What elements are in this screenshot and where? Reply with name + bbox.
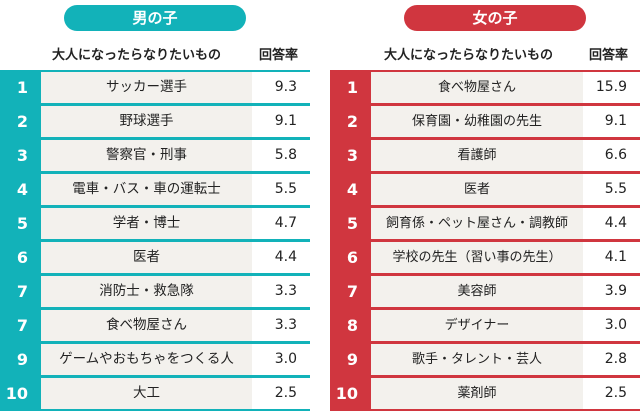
job-cell: 薬剤師 xyxy=(371,378,583,409)
table-row: 6 医者 4.4 xyxy=(0,240,310,275)
rank-cell: 5 xyxy=(0,208,41,239)
rate-cell: 15.9 xyxy=(595,79,627,95)
rank-cell: 8 xyxy=(330,310,371,341)
job-cell: 歌手・タレント・芸人 xyxy=(371,344,583,375)
rate-cell: 6.6 xyxy=(604,147,627,163)
table-row: 4 医者 5.5 xyxy=(330,172,640,207)
rank-cell: 4 xyxy=(0,174,41,205)
job-cell: サッカー選手 xyxy=(41,72,252,103)
rate-cell: 5.5 xyxy=(604,181,627,197)
rank-cell: 5 xyxy=(330,208,371,239)
job-cell: 学者・博士 xyxy=(41,208,252,239)
table-row: 7 消防士・救急隊 3.3 xyxy=(0,274,310,309)
rate-cell: 4.4 xyxy=(604,215,627,231)
rate-cell: 9.1 xyxy=(604,113,627,129)
job-cell: 消防士・救急隊 xyxy=(41,276,252,307)
rate-cell: 9.3 xyxy=(274,79,297,95)
rank-cell: 9 xyxy=(330,344,371,375)
rank-cell: 1 xyxy=(0,72,41,103)
table-row: 5 飼育係・ペット屋さん・調教師 4.4 xyxy=(330,206,640,241)
table-row: 2 保育園・幼稚園の先生 9.1 xyxy=(330,104,640,139)
table-row: 1 食べ物屋さん 15.9 xyxy=(330,70,640,105)
table-row: 9 ゲームやおもちゃをつくる人 3.0 xyxy=(0,342,310,377)
rate-cell: 2.5 xyxy=(274,385,297,401)
rank-cell: 3 xyxy=(0,140,41,171)
rate-cell: 4.7 xyxy=(274,215,297,231)
rank-cell: 1 xyxy=(330,72,371,103)
girls-title-badge: 女の子 xyxy=(404,5,586,31)
job-cell: デザイナー xyxy=(371,310,583,341)
rate-cell: 5.8 xyxy=(274,147,297,163)
job-cell: 電車・バス・車の運転士 xyxy=(41,174,252,205)
boys-rows: 1 サッカー選手 9.3 2 野球選手 9.1 3 警察官・刑事 5.8 4 電車・バス・車の運転士… xyxy=(0,70,310,412)
rank-cell: 10 xyxy=(0,378,41,409)
rate-cell: 2.5 xyxy=(604,385,627,401)
rate-cell: 2.8 xyxy=(604,351,627,367)
rate-cell: 3.9 xyxy=(604,283,627,299)
table-row: 1 サッカー選手 9.3 xyxy=(0,70,310,105)
table-row: 4 電車・バス・車の運転士 5.5 xyxy=(0,172,310,207)
rank-cell: 4 xyxy=(330,174,371,205)
rank-cell: 2 xyxy=(330,106,371,137)
table-row: 10 大工 2.5 xyxy=(0,376,310,411)
job-cell: 食べ物屋さん xyxy=(371,72,583,103)
rank-cell: 3 xyxy=(330,140,371,171)
girls-rows: 1 食べ物屋さん 15.9 2 保育園・幼稚園の先生 9.1 3 看護師 6.6 4 医者 5.5 5 飼… xyxy=(330,70,640,412)
job-cell: ゲームやおもちゃをつくる人 xyxy=(41,344,252,375)
rate-cell: 9.1 xyxy=(274,113,297,129)
rate-cell: 4.4 xyxy=(274,249,297,265)
rank-cell: 6 xyxy=(0,242,41,273)
column-header-job: 大人になったらなりたいもの xyxy=(52,48,222,63)
rank-cell: 7 xyxy=(330,276,371,307)
job-cell: 野球選手 xyxy=(41,106,252,137)
column-header-rate: 回答率 xyxy=(589,48,629,63)
boys-title-badge: 男の子 xyxy=(64,5,246,31)
job-cell: 医者 xyxy=(371,174,583,205)
rate-cell: 3.0 xyxy=(604,317,627,333)
table-row: 3 看護師 6.6 xyxy=(330,138,640,173)
job-cell: 医者 xyxy=(41,242,252,273)
rate-cell: 3.0 xyxy=(274,351,297,367)
rate-cell: 5.5 xyxy=(274,181,297,197)
table-row: 8 デザイナー 3.0 xyxy=(330,308,640,343)
table-row: 2 野球選手 9.1 xyxy=(0,104,310,139)
rank-cell: 7 xyxy=(0,276,41,307)
table-row: 6 学校の先生（習い事の先生） 4.1 xyxy=(330,240,640,275)
table-row: 7 美容師 3.9 xyxy=(330,274,640,309)
column-header-job: 大人になったらなりたいもの xyxy=(384,48,554,63)
job-cell: 飼育係・ペット屋さん・調教師 xyxy=(371,208,583,239)
rank-cell: 10 xyxy=(330,378,371,409)
column-header-rate: 回答率 xyxy=(259,48,299,63)
rate-cell: 3.3 xyxy=(274,317,297,333)
table-row: 7 食べ物屋さん 3.3 xyxy=(0,308,310,343)
job-cell: 美容師 xyxy=(371,276,583,307)
job-cell: 食べ物屋さん xyxy=(41,310,252,341)
job-cell: 警察官・刑事 xyxy=(41,140,252,171)
rate-cell: 4.1 xyxy=(604,249,627,265)
job-cell: 大工 xyxy=(41,378,252,409)
job-cell: 看護師 xyxy=(371,140,583,171)
table-row: 10 薬剤師 2.5 xyxy=(330,376,640,411)
rank-cell: 9 xyxy=(0,344,41,375)
rate-cell: 3.3 xyxy=(274,283,297,299)
job-cell: 保育園・幼稚園の先生 xyxy=(371,106,583,137)
rank-cell: 6 xyxy=(330,242,371,273)
table-row: 3 警察官・刑事 5.8 xyxy=(0,138,310,173)
rank-cell: 2 xyxy=(0,106,41,137)
rank-cell: 7 xyxy=(0,310,41,341)
job-cell: 学校の先生（習い事の先生） xyxy=(371,242,583,273)
table-row: 5 学者・博士 4.7 xyxy=(0,206,310,241)
table-row: 9 歌手・タレント・芸人 2.8 xyxy=(330,342,640,377)
